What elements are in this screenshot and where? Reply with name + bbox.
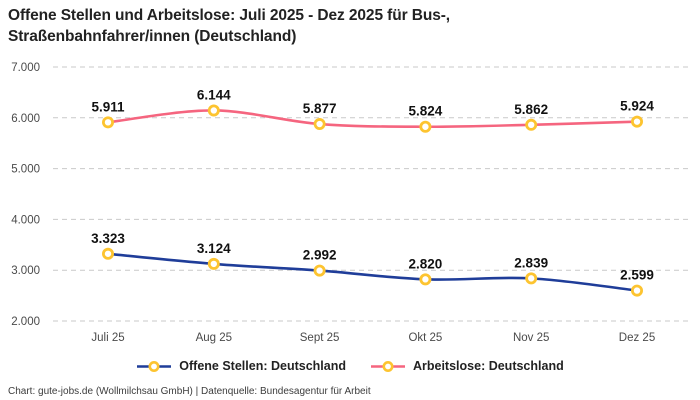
svg-text:2.000: 2.000: [11, 316, 40, 328]
svg-text:2.839: 2.839: [514, 255, 548, 270]
svg-text:7.000: 7.000: [11, 62, 40, 74]
svg-text:5.924: 5.924: [620, 99, 654, 114]
svg-text:3.000: 3.000: [11, 265, 40, 277]
svg-text:2.599: 2.599: [620, 268, 654, 283]
svg-text:5.911: 5.911: [91, 99, 125, 114]
line-chart-plot: 7.000 6.000 5.000 4.000 3.000 2.000 Juli 25 Aug…: [11, 62, 689, 344]
svg-text:Nov 25: Nov 25: [513, 332, 549, 344]
svg-text:6.144: 6.144: [197, 87, 231, 102]
svg-text:Dez 25: Dez 25: [619, 332, 655, 344]
svg-text:5.000: 5.000: [11, 164, 40, 176]
line-marker-icon: [370, 360, 405, 372]
svg-text:5.824: 5.824: [409, 104, 443, 119]
svg-text:3.323: 3.323: [91, 231, 125, 246]
svg-text:6.000: 6.000: [11, 113, 40, 125]
svg-text:4.000: 4.000: [11, 214, 40, 226]
chart-credit: Chart: gute-jobs.de (Wollmilchsau GmbH) …: [8, 386, 371, 397]
svg-text:2.992: 2.992: [303, 248, 337, 263]
legend-item-arbeitslose: Arbeitslose: Deutschland: [370, 359, 564, 373]
legend-item-offene-stellen: Offene Stellen: Deutschland: [136, 359, 346, 373]
legend-label-arbeitslose: Arbeitslose: Deutschland: [412, 359, 564, 373]
svg-text:5.877: 5.877: [303, 101, 337, 116]
svg-text:2.820: 2.820: [409, 256, 443, 271]
svg-text:Okt 25: Okt 25: [408, 332, 442, 344]
chart-legend: Offene Stellen: Deutschland Arbeitslose:…: [0, 359, 700, 373]
line-marker-icon: [137, 360, 172, 372]
legend-label-offene-stellen: Offene Stellen: Deutschland: [179, 359, 346, 373]
svg-text:3.124: 3.124: [197, 241, 231, 256]
svg-text:Juli 25: Juli 25: [91, 332, 124, 344]
chart-title: Offene Stellen und Arbeitslose: Juli 202…: [8, 7, 450, 45]
svg-text:5.862: 5.862: [514, 102, 548, 117]
svg-text:Aug 25: Aug 25: [196, 332, 232, 344]
svg-text:Sept 25: Sept 25: [300, 332, 340, 344]
